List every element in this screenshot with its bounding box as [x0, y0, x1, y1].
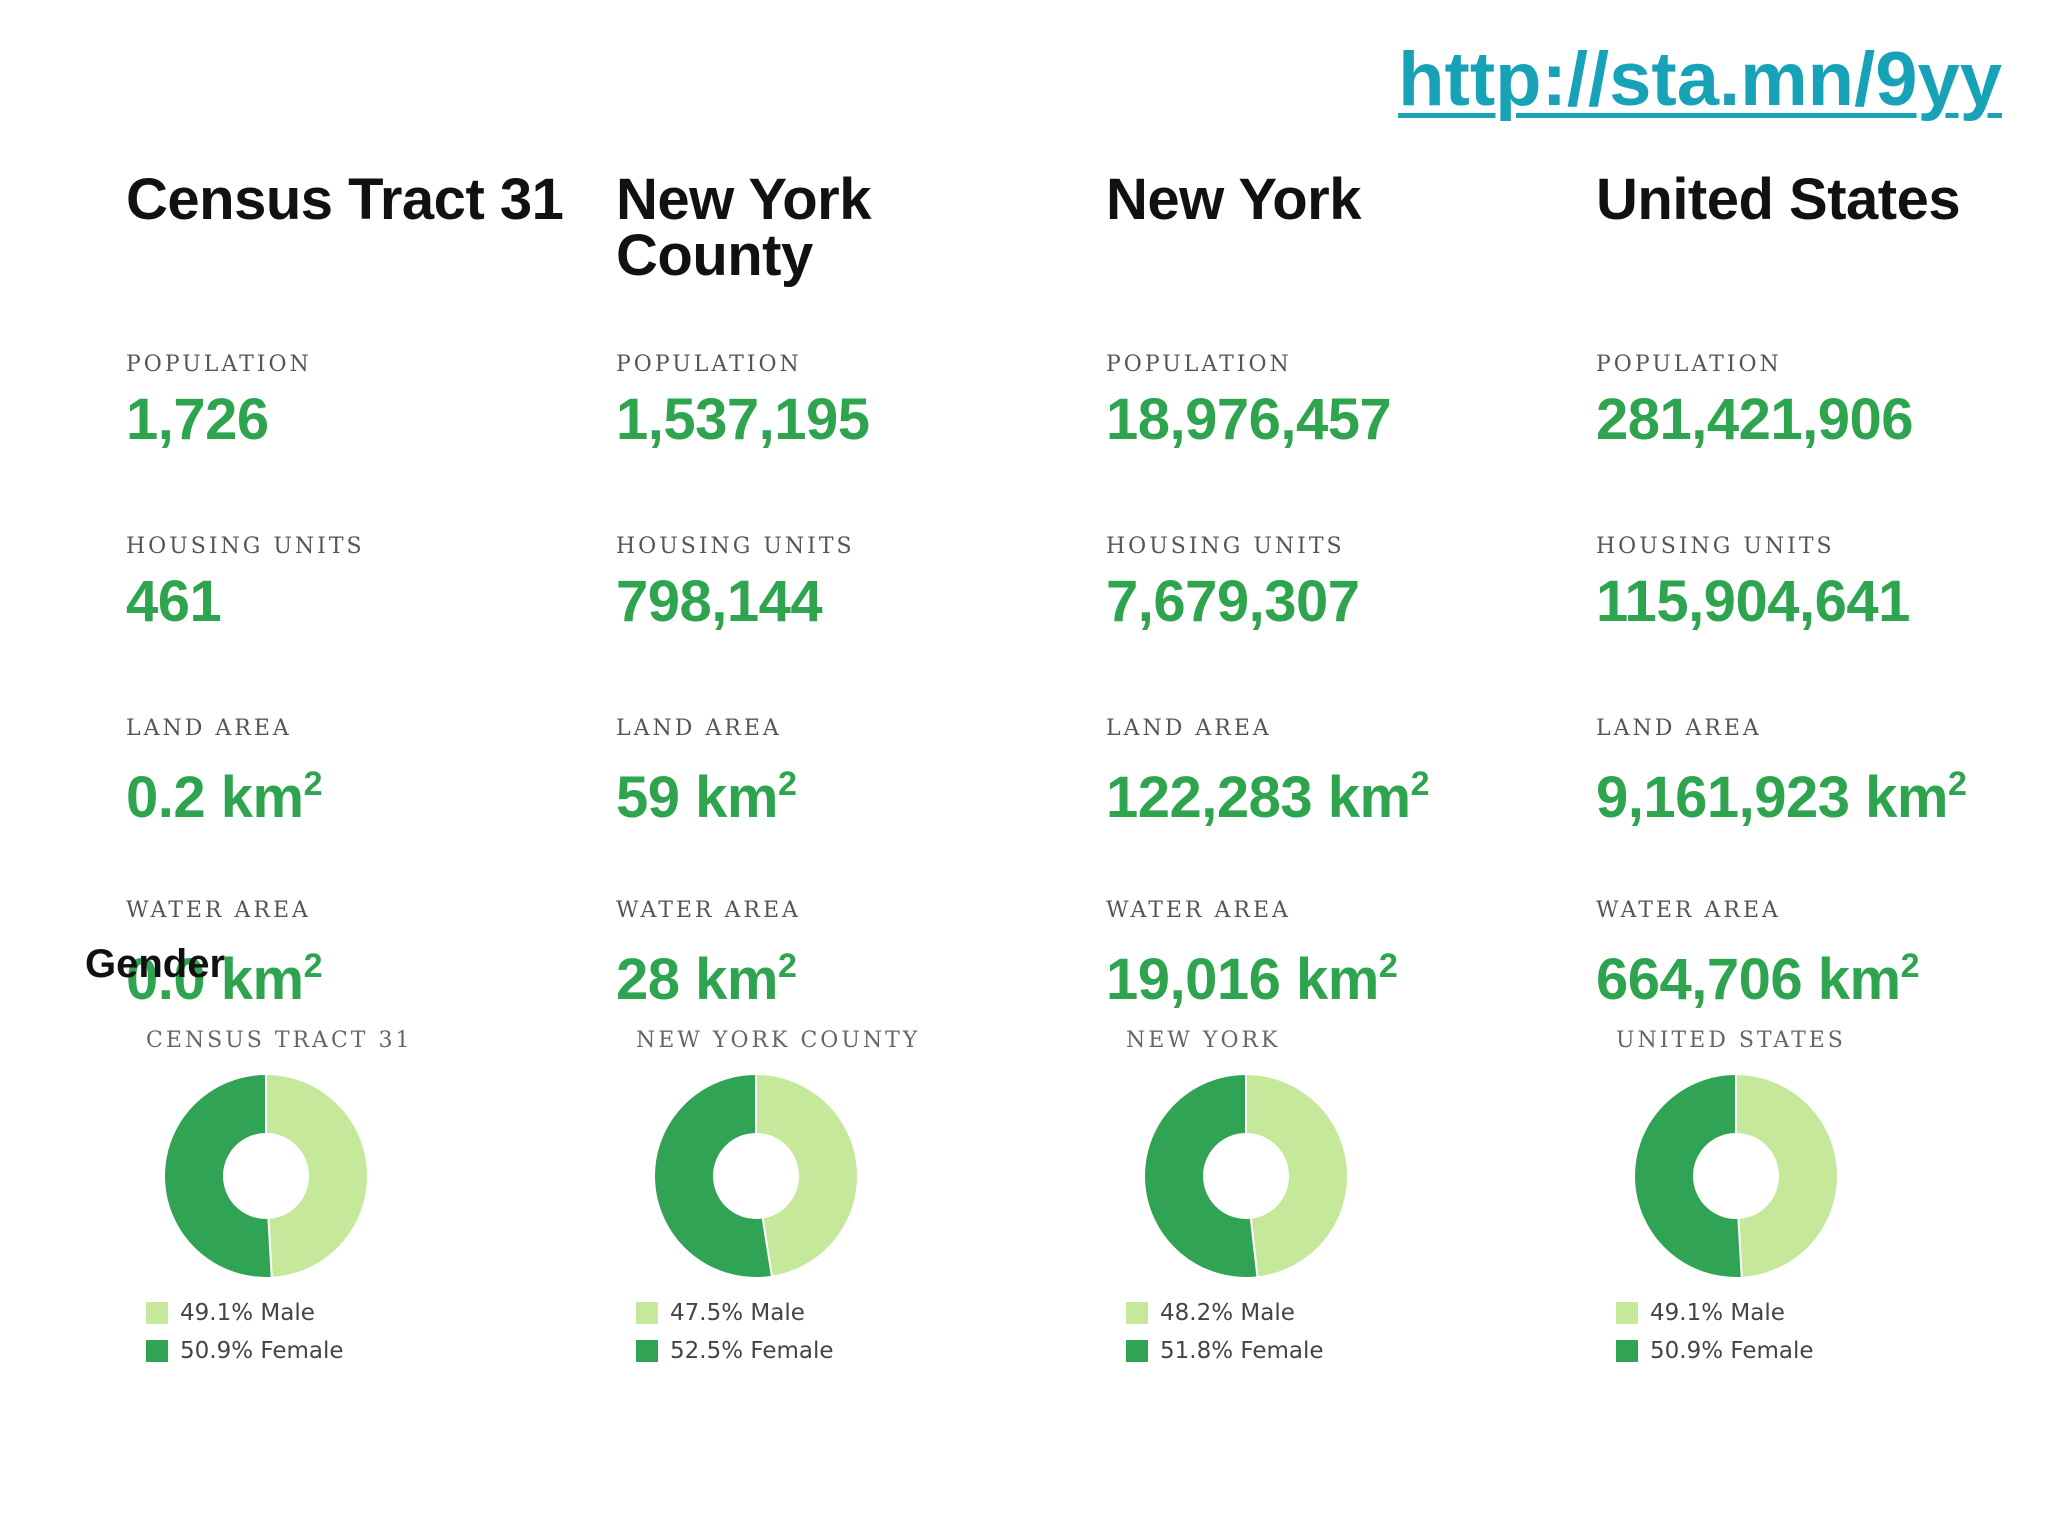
chart-legend: 47.5% Male 52.5% Female	[636, 1294, 1046, 1370]
land-stat: LAND AREA 59 km2	[616, 716, 1086, 858]
female-swatch	[146, 1340, 168, 1362]
housing-value: 798,144	[616, 569, 823, 634]
donut-slice-male	[1735, 1072, 1839, 1279]
land-stat: LAND AREA 122,283 km2	[1106, 716, 1576, 858]
chart-title: NEW YORK COUNTY	[636, 1028, 921, 1053]
population-label: POPULATION	[616, 352, 802, 377]
population-value: 18,976,457	[1106, 387, 1392, 452]
housing-stat: HOUSING UNITS 461	[126, 534, 596, 676]
donut-chart	[1633, 1072, 1839, 1279]
housing-stat: HOUSING UNITS 798,144	[616, 534, 1086, 676]
chart-title: UNITED STATES	[1616, 1028, 1846, 1053]
water-label: WATER AREA	[616, 898, 801, 923]
population-stat: POPULATION 1,726	[126, 352, 596, 494]
water-value: 664,706 km2	[1596, 947, 1920, 1012]
housing-stat: HOUSING UNITS 115,904,641	[1596, 534, 2048, 676]
land-value: 59 km2	[616, 765, 797, 830]
gender-chart-united-states: UNITED STATES 49.1% Male 50.9% Female	[1596, 1028, 2026, 1370]
housing-stat: HOUSING UNITS 7,679,307	[1106, 534, 1576, 676]
donut-slice-female	[652, 1072, 774, 1279]
female-swatch	[636, 1340, 658, 1362]
gender-heading: Gender	[85, 942, 226, 986]
land-stat: LAND AREA 0.2 km2	[126, 716, 596, 858]
population-stat: POPULATION 1,537,195	[616, 352, 1086, 494]
housing-value: 461	[126, 569, 222, 634]
chart-legend: 49.1% Male 50.9% Female	[1616, 1294, 2026, 1370]
male-swatch	[1616, 1302, 1638, 1324]
region-title: United States	[1596, 167, 1961, 232]
legend-item-female: 51.8% Female	[1126, 1332, 1536, 1370]
donut-chart	[163, 1072, 369, 1279]
housing-label: HOUSING UNITS	[1596, 534, 1835, 559]
gender-chart-new-york-county: NEW YORK COUNTY 47.5% Male 52.5% Female	[616, 1028, 1046, 1370]
land-value: 122,283 km2	[1106, 765, 1430, 830]
chart-title: CENSUS TRACT 31	[146, 1028, 413, 1053]
population-label: POPULATION	[1106, 352, 1292, 377]
legend-item-female: 50.9% Female	[1616, 1332, 2026, 1370]
donut-slice-male	[1245, 1072, 1349, 1279]
water-label: WATER AREA	[1106, 898, 1291, 923]
male-swatch	[636, 1302, 658, 1324]
donut-slice-male	[265, 1072, 369, 1279]
land-stat: LAND AREA 9,161,923 km2	[1596, 716, 2048, 858]
male-swatch	[146, 1302, 168, 1324]
female-swatch	[1126, 1340, 1148, 1362]
female-swatch	[1616, 1340, 1638, 1362]
population-stat: POPULATION 281,421,906	[1596, 352, 2048, 494]
region-column-united-states: United States POPULATION 281,421,906 HOU…	[1596, 167, 2048, 1040]
legend-item-male: 47.5% Male	[636, 1294, 1046, 1332]
donut-chart	[1143, 1072, 1349, 1279]
water-stat: WATER AREA 28 km2	[616, 898, 1086, 1040]
region-title: New York	[1106, 167, 1361, 232]
region-column-new-york-county: New York County POPULATION 1,537,195 HOU…	[616, 167, 1086, 1040]
donut-slice-male	[755, 1072, 859, 1278]
gender-chart-new-york: NEW YORK 48.2% Male 51.8% Female	[1106, 1028, 1536, 1370]
donut-chart	[652, 1072, 859, 1279]
population-value: 1,726	[126, 387, 269, 452]
population-value: 1,537,195	[616, 387, 870, 452]
chart-legend: 48.2% Male 51.8% Female	[1126, 1294, 1536, 1370]
gender-chart-census-tract: CENSUS TRACT 31 49.1% Male 50.9% Female	[126, 1028, 556, 1370]
legend-item-female: 50.9% Female	[146, 1332, 556, 1370]
region-title: Census Tract 31	[126, 167, 564, 232]
water-value: 28 km2	[616, 947, 797, 1012]
legend-item-male: 49.1% Male	[146, 1294, 556, 1332]
land-value: 0.2 km2	[126, 765, 323, 830]
water-value: 0.0 km2	[126, 947, 323, 1012]
housing-label: HOUSING UNITS	[126, 534, 365, 559]
chart-title: NEW YORK	[1126, 1028, 1281, 1053]
population-stat: POPULATION 18,976,457	[1106, 352, 1576, 494]
region-column-new-york: New York POPULATION 18,976,457 HOUSING U…	[1106, 167, 1576, 1040]
land-label: LAND AREA	[1596, 716, 1762, 741]
region-column-census-tract: Census Tract 31 POPULATION 1,726 HOUSING…	[126, 167, 596, 1040]
land-label: LAND AREA	[616, 716, 782, 741]
donut-slice-female	[1143, 1072, 1259, 1279]
water-value: 19,016 km2	[1106, 947, 1398, 1012]
housing-value: 115,904,641	[1596, 569, 1910, 634]
housing-label: HOUSING UNITS	[616, 534, 855, 559]
legend-item-male: 49.1% Male	[1616, 1294, 2026, 1332]
housing-value: 7,679,307	[1106, 569, 1360, 634]
land-label: LAND AREA	[1106, 716, 1272, 741]
male-swatch	[1126, 1302, 1148, 1324]
legend-item-male: 48.2% Male	[1126, 1294, 1536, 1332]
population-value: 281,421,906	[1596, 387, 1914, 452]
water-label: WATER AREA	[126, 898, 311, 923]
source-link[interactable]: http://sta.mn/9yy	[1398, 37, 2002, 122]
donut-slice-female	[163, 1072, 273, 1279]
legend-item-female: 52.5% Female	[636, 1332, 1046, 1370]
donut-slice-female	[1633, 1072, 1743, 1279]
land-label: LAND AREA	[126, 716, 292, 741]
water-stat: WATER AREA 0.0 km2	[126, 898, 596, 1040]
water-stat: WATER AREA 19,016 km2	[1106, 898, 1576, 1040]
water-stat: WATER AREA 664,706 km2	[1596, 898, 2048, 1040]
water-label: WATER AREA	[1596, 898, 1781, 923]
region-title: New York County	[616, 167, 871, 288]
chart-legend: 49.1% Male 50.9% Female	[146, 1294, 556, 1370]
population-label: POPULATION	[126, 352, 312, 377]
housing-label: HOUSING UNITS	[1106, 534, 1345, 559]
land-value: 9,161,923 km2	[1596, 765, 1967, 830]
population-label: POPULATION	[1596, 352, 1782, 377]
